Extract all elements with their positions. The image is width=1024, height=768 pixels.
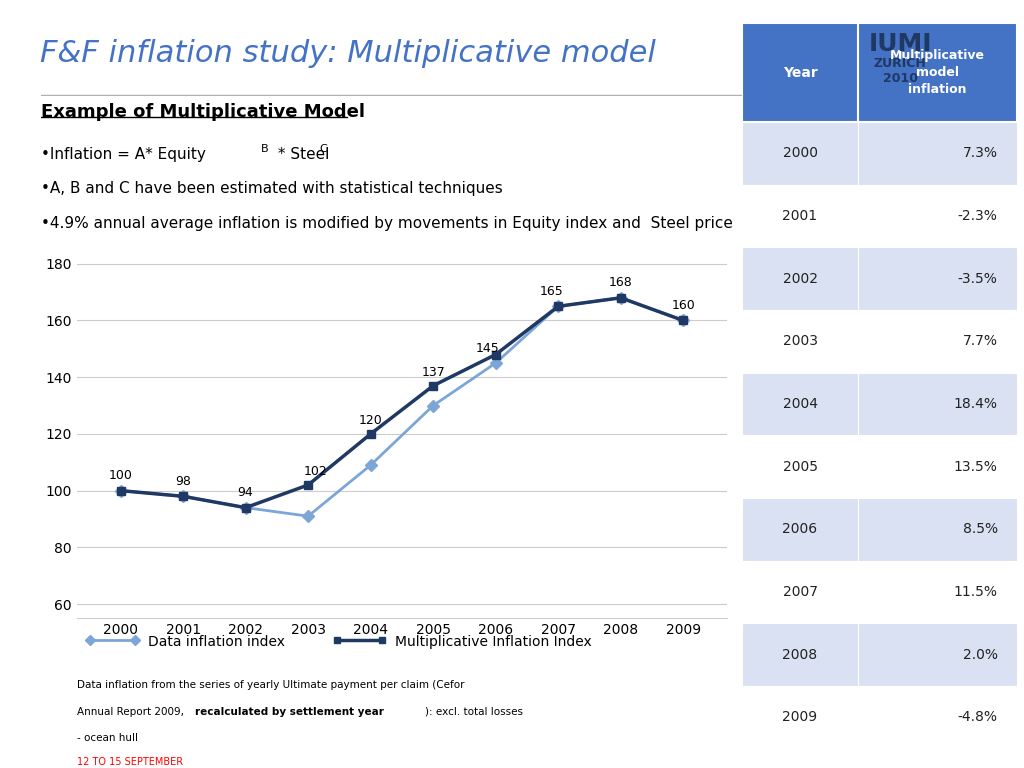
Text: 11.5%: 11.5% <box>953 585 997 599</box>
Text: -3.5%: -3.5% <box>957 272 997 286</box>
FancyBboxPatch shape <box>742 247 1017 310</box>
FancyBboxPatch shape <box>742 561 1017 624</box>
Text: Year: Year <box>782 65 817 80</box>
Text: 98: 98 <box>175 475 191 488</box>
Text: 7.3%: 7.3% <box>963 147 997 161</box>
Text: 160: 160 <box>672 300 695 312</box>
Text: recalculated by settlement year: recalculated by settlement year <box>196 707 384 717</box>
FancyBboxPatch shape <box>742 184 1017 247</box>
Text: B: B <box>261 144 268 154</box>
Text: Data inflation index: Data inflation index <box>148 635 286 649</box>
Text: Multiplicative Inflation Index: Multiplicative Inflation Index <box>395 635 592 649</box>
Text: Multiplicative
model
inflation: Multiplicative model inflation <box>890 49 985 96</box>
Text: 2004: 2004 <box>782 397 817 411</box>
Text: •4.9% annual average inflation is modified by movements in Equity index and  Ste: •4.9% annual average inflation is modifi… <box>41 216 733 230</box>
Text: 2003: 2003 <box>782 334 817 349</box>
Text: Example of Multiplicative Model: Example of Multiplicative Model <box>41 104 365 121</box>
Text: - ocean hull: - ocean hull <box>77 733 138 743</box>
Text: 2000: 2000 <box>782 147 817 161</box>
Text: 120: 120 <box>358 414 383 427</box>
Text: -4.8%: -4.8% <box>957 710 997 724</box>
Text: 2006: 2006 <box>782 522 817 536</box>
Text: IUMI: IUMI <box>868 32 932 56</box>
Text: 12 TO 15 SEPTEMBER: 12 TO 15 SEPTEMBER <box>77 757 183 767</box>
Text: -2.3%: -2.3% <box>957 209 997 223</box>
Text: Annual Report 2009,: Annual Report 2009, <box>77 707 187 717</box>
Text: 102: 102 <box>303 465 327 478</box>
Text: 2002: 2002 <box>782 272 817 286</box>
Text: 2.0%: 2.0% <box>963 647 997 662</box>
Text: 165: 165 <box>540 285 563 298</box>
Text: •A, B and C have been estimated with statistical techniques: •A, B and C have been estimated with sta… <box>41 180 503 196</box>
Text: ZURICH
2010: ZURICH 2010 <box>873 57 927 84</box>
Text: 94: 94 <box>238 486 254 499</box>
Text: ): excl. total losses: ): excl. total losses <box>425 707 523 717</box>
FancyBboxPatch shape <box>742 372 1017 435</box>
Text: 168: 168 <box>609 276 633 290</box>
FancyBboxPatch shape <box>742 310 1017 372</box>
Text: Data inflation from the series of yearly Ultimate payment per claim (Cefor: Data inflation from the series of yearly… <box>77 680 464 690</box>
Text: •Inflation = A* Equity: •Inflation = A* Equity <box>41 147 206 162</box>
FancyBboxPatch shape <box>742 686 1017 749</box>
Text: * Steel: * Steel <box>273 147 330 162</box>
Text: F&F inflation study: Multiplicative model: F&F inflation study: Multiplicative mode… <box>40 39 655 68</box>
Text: 18.4%: 18.4% <box>953 397 997 411</box>
Text: 8.5%: 8.5% <box>963 522 997 536</box>
FancyBboxPatch shape <box>742 122 1017 184</box>
Text: 2007: 2007 <box>782 585 817 599</box>
Text: C: C <box>319 144 328 154</box>
Text: 2005: 2005 <box>782 460 817 474</box>
Text: 2008: 2008 <box>782 647 817 662</box>
Text: 100: 100 <box>109 469 132 482</box>
FancyBboxPatch shape <box>742 498 1017 561</box>
FancyBboxPatch shape <box>742 624 1017 686</box>
Text: 2001: 2001 <box>782 209 817 223</box>
Text: 13.5%: 13.5% <box>954 460 997 474</box>
FancyBboxPatch shape <box>742 23 1017 122</box>
Text: 7.7%: 7.7% <box>963 334 997 349</box>
Text: 2009: 2009 <box>782 710 817 724</box>
Text: 145: 145 <box>475 342 500 355</box>
FancyBboxPatch shape <box>742 435 1017 498</box>
Text: 137: 137 <box>421 366 445 379</box>
